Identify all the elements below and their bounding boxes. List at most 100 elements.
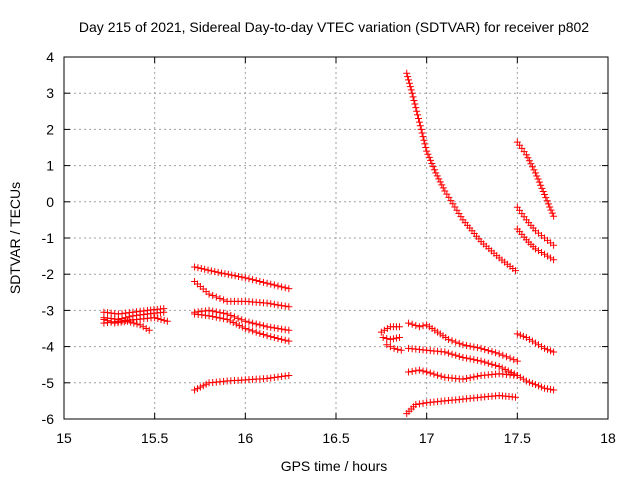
data-point	[535, 178, 543, 186]
data-point	[263, 323, 271, 331]
data-point	[452, 338, 460, 346]
data-point	[548, 209, 556, 217]
data-point	[444, 335, 452, 343]
axis-layer: 15 15.5 16 16.5 17 17.5 18 -6 -5 -4 -3 -2 -1 0 1 2 3 4	[42, 49, 616, 446]
data-point	[274, 301, 282, 309]
data-point	[220, 315, 228, 323]
x-tick-label: 15.5	[141, 430, 168, 446]
data-point	[267, 323, 275, 331]
data-point	[534, 382, 542, 390]
series-d5	[403, 391, 520, 418]
data-point	[419, 399, 427, 407]
data-point	[256, 321, 264, 329]
data-point	[534, 247, 542, 255]
series-d4	[405, 366, 521, 383]
data-point	[438, 181, 446, 189]
data-point	[546, 203, 554, 211]
data-point	[423, 368, 431, 376]
series-d1	[403, 69, 520, 275]
data-point	[542, 194, 550, 202]
data-point	[550, 256, 558, 264]
data-point	[415, 118, 423, 126]
y-axis-label: SDTVAR / TECUs	[7, 182, 23, 294]
data-point	[426, 369, 434, 377]
x-axis-label: GPS time / hours	[281, 458, 388, 474]
data-point	[278, 283, 286, 291]
data-point	[488, 348, 496, 356]
data-point	[270, 300, 278, 308]
data-point	[278, 325, 286, 333]
data-point	[404, 73, 412, 81]
data-point	[528, 163, 536, 171]
data-point	[281, 302, 289, 310]
data-point	[231, 272, 239, 280]
data-point	[278, 335, 286, 343]
data-point	[285, 337, 293, 345]
data-point	[495, 363, 503, 371]
data-point	[228, 271, 236, 279]
data-point	[531, 381, 539, 389]
data-point	[435, 175, 443, 183]
data-point	[218, 269, 226, 277]
data-point	[466, 374, 474, 382]
data-point	[212, 313, 220, 321]
data-point	[541, 250, 549, 258]
data-point	[241, 317, 249, 325]
data-point	[142, 325, 150, 332]
data-point	[459, 341, 467, 349]
data-point	[430, 370, 438, 378]
data-point	[502, 353, 510, 361]
grid-layer	[64, 57, 608, 419]
y-tick-label: -5	[42, 375, 55, 391]
data-point	[550, 348, 558, 356]
data-point	[281, 284, 289, 292]
data-point	[448, 350, 456, 358]
data-point	[411, 100, 419, 108]
data-point	[270, 334, 278, 342]
data-point	[274, 282, 282, 290]
x-tick-label: 18	[600, 430, 616, 446]
data-point	[512, 393, 520, 401]
data-point	[419, 367, 427, 375]
data-point	[267, 300, 275, 308]
data-point	[209, 313, 217, 321]
data-point	[538, 184, 546, 192]
data-point	[525, 335, 533, 343]
data-point	[281, 326, 289, 334]
data-point	[513, 357, 521, 365]
data-point	[519, 375, 527, 383]
data-point	[259, 278, 267, 286]
data-point	[463, 354, 471, 362]
data-point	[223, 315, 231, 323]
data-point	[466, 355, 474, 363]
data-point	[466, 342, 474, 350]
data-point	[252, 320, 260, 328]
data-point	[379, 334, 387, 342]
data-point	[516, 331, 524, 339]
data-point	[420, 136, 428, 144]
data-point	[510, 356, 518, 364]
data-point	[151, 314, 159, 322]
x-tick-label: 17.5	[504, 430, 531, 446]
data-point	[421, 140, 429, 148]
data-point	[441, 348, 449, 356]
data-point	[380, 326, 388, 334]
data-point	[241, 274, 249, 282]
data-point	[157, 315, 165, 323]
data-point	[395, 323, 403, 331]
data-point	[224, 270, 232, 278]
data-point	[504, 367, 512, 375]
data-point	[510, 370, 518, 378]
data-point	[430, 166, 438, 174]
data-point	[270, 281, 278, 289]
data-point	[547, 254, 555, 262]
y-tick-label: -2	[42, 266, 55, 282]
series-c1	[377, 323, 403, 336]
series-b1	[191, 263, 293, 293]
data-point	[522, 334, 530, 342]
y-tick-label: -1	[42, 230, 55, 246]
data-point	[263, 279, 271, 287]
data-point	[408, 367, 416, 375]
data-point	[415, 115, 423, 123]
